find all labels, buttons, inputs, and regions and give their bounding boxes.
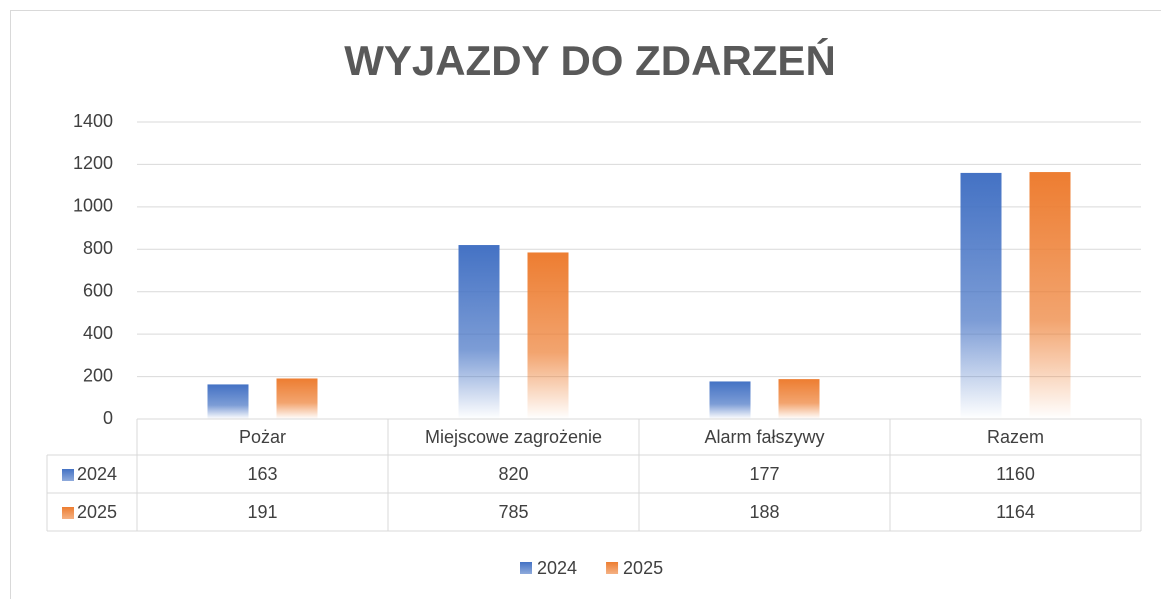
y-tick-label: 600 — [83, 280, 113, 300]
y-tick-label: 0 — [103, 408, 113, 428]
x-tick-label: Pożar — [239, 427, 286, 447]
legend-key — [62, 507, 74, 519]
table-cell: 191 — [247, 502, 277, 522]
chart-title: WYJAZDY DO ZDARZEŃ — [344, 37, 836, 84]
bar — [458, 245, 500, 419]
legend-key — [62, 469, 74, 481]
y-tick-label: 1200 — [73, 153, 113, 173]
y-tick-label: 200 — [83, 365, 113, 385]
table-cell: 188 — [749, 502, 779, 522]
table-cell: 820 — [498, 464, 528, 484]
bar — [778, 379, 820, 419]
chart-border — [10, 10, 1161, 599]
table-series-name: 2025 — [77, 502, 117, 522]
table-cell: 785 — [498, 502, 528, 522]
table-cell: 177 — [749, 464, 779, 484]
y-tick-label: 800 — [83, 238, 113, 258]
table-cell: 163 — [247, 464, 277, 484]
bar — [276, 378, 318, 419]
x-tick-label: Miejscowe zagrożenie — [425, 427, 602, 447]
bar — [960, 172, 1002, 419]
y-tick-label: 1400 — [73, 111, 113, 131]
x-tick-label: Alarm fałszywy — [704, 427, 824, 447]
legend-key — [520, 562, 532, 574]
y-tick-label: 400 — [83, 323, 113, 343]
y-tick-label: 1000 — [73, 196, 113, 216]
bar — [1029, 172, 1071, 419]
bar — [527, 252, 569, 419]
table-cell: 1160 — [996, 464, 1035, 484]
legend-label: 2024 — [537, 558, 577, 578]
legend-key — [606, 562, 619, 574]
table-series-name: 2024 — [77, 464, 117, 484]
table-cell: 1164 — [996, 502, 1035, 522]
legend-label: 2025 — [623, 558, 663, 578]
bar — [207, 384, 249, 419]
x-tick-label: Razem — [987, 427, 1044, 447]
bar — [709, 381, 751, 419]
